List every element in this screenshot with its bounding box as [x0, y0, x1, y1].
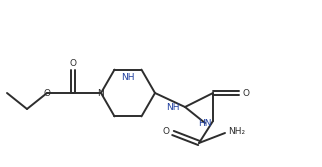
Text: O: O: [242, 89, 250, 98]
Text: O: O: [70, 59, 77, 68]
Text: NH: NH: [121, 73, 135, 82]
Text: O: O: [43, 89, 51, 98]
Text: NH₂: NH₂: [228, 126, 246, 135]
Text: O: O: [163, 126, 169, 135]
Text: N: N: [98, 89, 104, 98]
Text: HN: HN: [198, 119, 212, 127]
Text: NH: NH: [166, 104, 180, 113]
